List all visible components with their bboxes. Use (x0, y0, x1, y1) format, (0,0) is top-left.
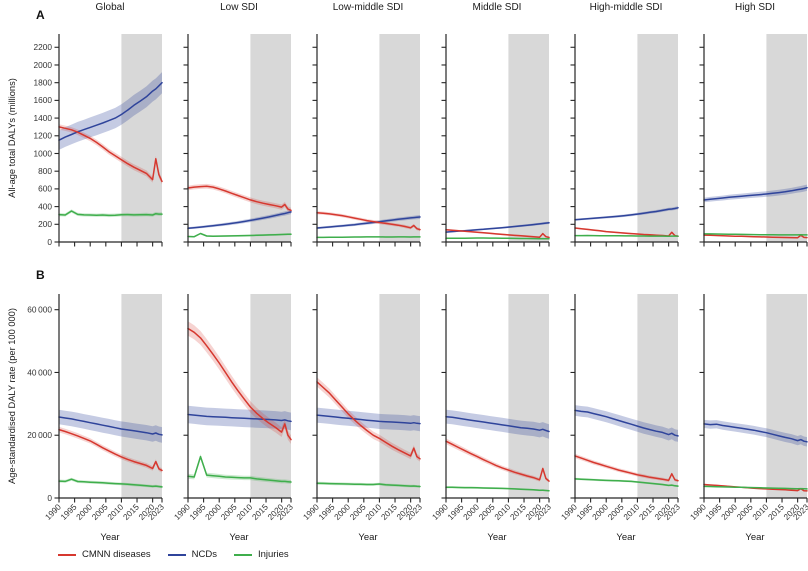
column-title-low-middle: Low-middle SDI (332, 2, 404, 13)
svg-text:1000: 1000 (34, 148, 53, 158)
svg-text:40 000: 40 000 (27, 367, 52, 377)
x-axis-title: Year (616, 532, 636, 543)
ncds-line-swatch (167, 553, 186, 556)
svg-text:0: 0 (47, 493, 52, 503)
legend-label-ncds: NCDs (191, 549, 217, 560)
column-title-middle: Middle SDI (472, 2, 522, 13)
svg-text:800: 800 (38, 166, 52, 176)
svg-text:60 000: 60 000 (27, 304, 52, 314)
legend-label-cmnn: CMNN diseases (82, 549, 151, 560)
column-title-global: Global (95, 2, 125, 13)
column-title-high-middle: High-middle SDI (589, 2, 663, 13)
svg-text:600: 600 (38, 184, 52, 194)
svg-text:400: 400 (38, 201, 52, 211)
column-title-low-sdi: Low SDI (220, 2, 258, 13)
cmnn-line-swatch (58, 553, 76, 556)
svg-text:Age-standardised DALY rate (pe: Age-standardised DALY rate (per 100 000) (7, 308, 17, 484)
svg-text:1800: 1800 (34, 77, 53, 87)
column-title-high-sdi: High SDI (734, 2, 775, 13)
legend-label-injuries: Injuries (257, 549, 289, 560)
x-axis-title: Year (487, 532, 507, 543)
x-axis-title: Year (745, 532, 765, 543)
x-axis-title: Year (100, 532, 120, 543)
injuries-line-swatch (233, 553, 252, 556)
svg-text:0: 0 (47, 237, 52, 247)
svg-text:1400: 1400 (34, 113, 53, 123)
svg-text:20 000: 20 000 (27, 430, 52, 440)
legend-item-ncds: NCDs (167, 549, 217, 560)
svg-text:2200: 2200 (34, 42, 53, 52)
row-a-chart: 0 200 400 600 800 1000 1200 1400 1600 1800 2000 220… (7, 34, 808, 247)
legend: CMNN diseases NCDs Injuries (58, 549, 289, 560)
legend-item-injuries: Injuries (233, 549, 289, 560)
x-axis-title: Year (358, 532, 378, 543)
x-axis-title: Year (229, 532, 249, 543)
section-label-b: B (36, 268, 45, 282)
svg-text:1600: 1600 (34, 95, 53, 105)
svg-text:All-age total DALYs (millions): All-age total DALYs (millions) (7, 78, 17, 198)
section-label-a: A (36, 8, 45, 22)
svg-text:200: 200 (38, 219, 52, 229)
legend-item-cmnn: CMNN diseases (58, 549, 151, 560)
svg-text:2000: 2000 (34, 60, 53, 70)
svg-text:1200: 1200 (34, 131, 53, 141)
